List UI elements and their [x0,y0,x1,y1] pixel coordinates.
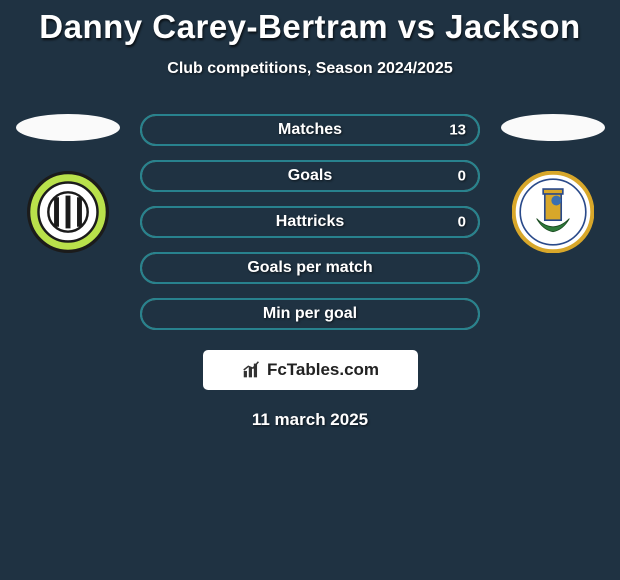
bar-label: Goals per match [247,259,372,277]
chart-icon [241,359,263,381]
bar-value-right: 0 [458,214,466,231]
right-side [500,114,605,253]
brand-text: FcTables.com [267,360,379,380]
comparison-panel: Matches 13 Goals 0 Hattricks 0 Goals per match… [0,114,620,330]
club-crest-left [27,171,109,253]
crest-left-icon [27,171,109,253]
bar-value-right: 13 [449,122,466,139]
bar-label: Goals [288,167,332,185]
stat-bar: Goals 0 [140,160,480,192]
date-text: 11 march 2025 [0,410,620,430]
brand-box: FcTables.com [203,350,418,390]
player-right-shape [501,114,605,141]
player-left-shape [16,114,120,141]
stat-bar: Hattricks 0 [140,206,480,238]
club-crest-right [512,171,594,253]
crest-right-icon [512,171,594,253]
page-title: Danny Carey-Bertram vs Jackson [0,0,620,46]
stat-bar: Min per goal [140,298,480,330]
stat-bars: Matches 13 Goals 0 Hattricks 0 Goals per match… [140,114,480,330]
stat-bar: Matches 13 [140,114,480,146]
bar-label: Min per goal [263,305,357,323]
bar-label: Hattricks [276,213,344,231]
bar-label: Matches [278,121,342,139]
left-side [15,114,120,253]
bar-value-right: 0 [458,168,466,185]
stat-bar: Goals per match [140,252,480,284]
subtitle: Club competitions, Season 2024/2025 [0,60,620,78]
